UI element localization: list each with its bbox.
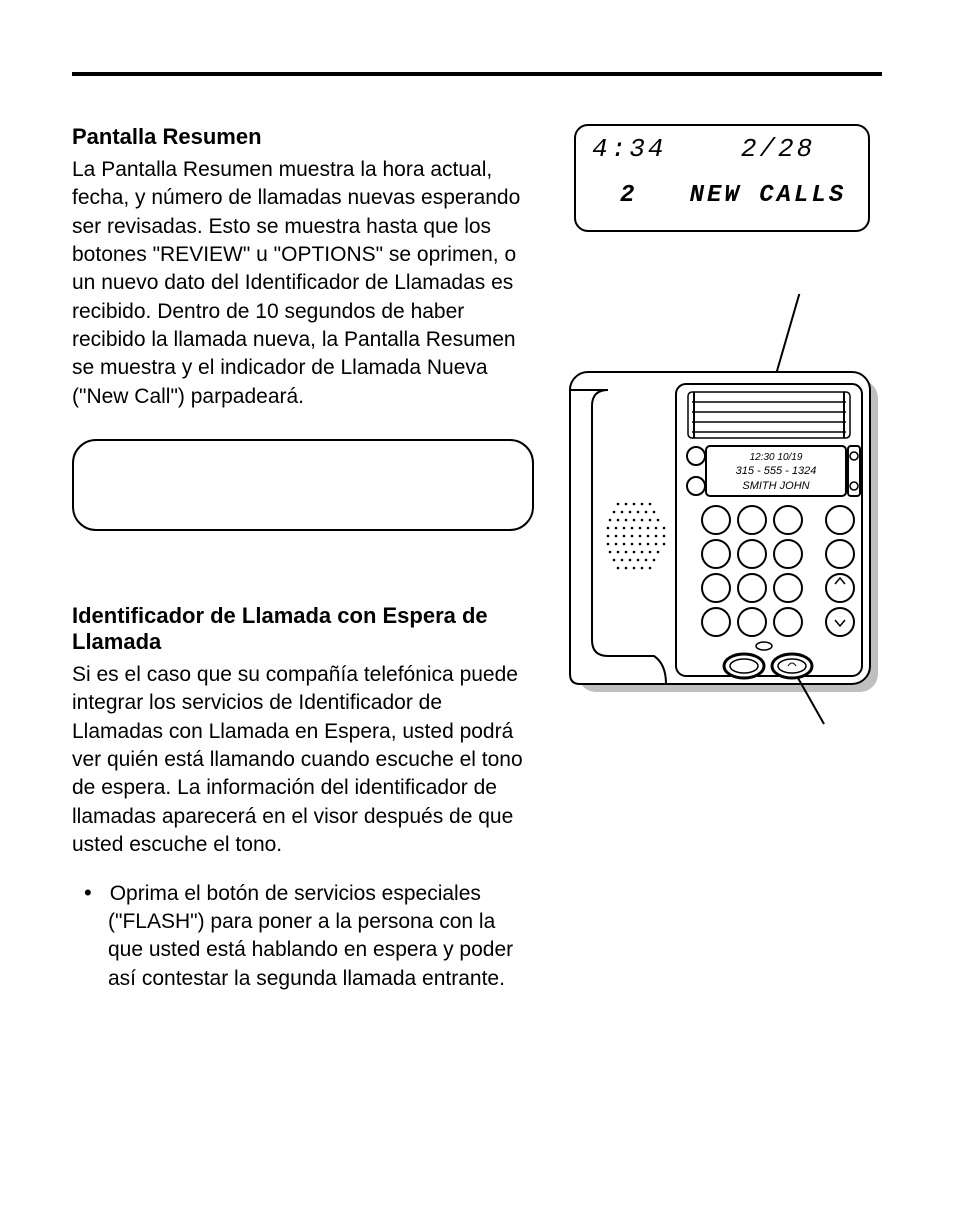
bullet-list: Oprima el botón de servicios especiales …	[72, 878, 534, 993]
btn-left-bottom	[687, 477, 705, 495]
top-rule	[72, 72, 882, 76]
left-column: Pantalla Resumen La Pantalla Resumen mue…	[72, 124, 534, 993]
lcd-row2: 2 NEW CALLS	[592, 182, 852, 209]
bullet-item: Oprima el botón de servicios especiales …	[72, 878, 534, 993]
phone-illustration: 12:30 10/19 315 - 555 - 1324 SMITH JOHN	[548, 294, 894, 734]
empty-rounded-box	[72, 439, 534, 531]
lcd-summary-box: 4:34 2/28 2 NEW CALLS	[574, 124, 870, 232]
lcd-time: 4:34	[592, 134, 666, 164]
phone-lcd-line1: 12:30 10/19	[750, 452, 803, 463]
lcd-side-buttons	[848, 446, 860, 496]
section1-body: La Pantalla Resumen muestra la hora actu…	[72, 156, 534, 411]
two-column-layout: Pantalla Resumen La Pantalla Resumen mue…	[72, 124, 882, 993]
section2-heading: Identificador de Llamada con Espera de L…	[72, 603, 534, 655]
section1-heading: Pantalla Resumen	[72, 124, 534, 150]
lcd-row1: 4:34 2/28	[592, 134, 852, 164]
lcd-label: NEW CALLS	[690, 182, 847, 209]
section2: Identificador de Llamada con Espera de L…	[72, 603, 534, 993]
btn-left-top	[687, 447, 705, 465]
lcd-date: 2/28	[741, 134, 815, 164]
right-column: 4:34 2/28 2 NEW CALLS	[566, 124, 882, 993]
lcd-count: 2	[620, 182, 637, 209]
indicator-led	[756, 642, 772, 650]
phone-lcd-line2: 315 - 555 - 1324	[736, 465, 817, 477]
phone-lcd-line3: SMITH JOHN	[742, 480, 809, 492]
page: Pantalla Resumen La Pantalla Resumen mue…	[0, 0, 954, 993]
phone-svg: 12:30 10/19 315 - 555 - 1324 SMITH JOHN	[548, 294, 894, 734]
section2-body: Si es el caso que su compañía telefónica…	[72, 661, 534, 859]
